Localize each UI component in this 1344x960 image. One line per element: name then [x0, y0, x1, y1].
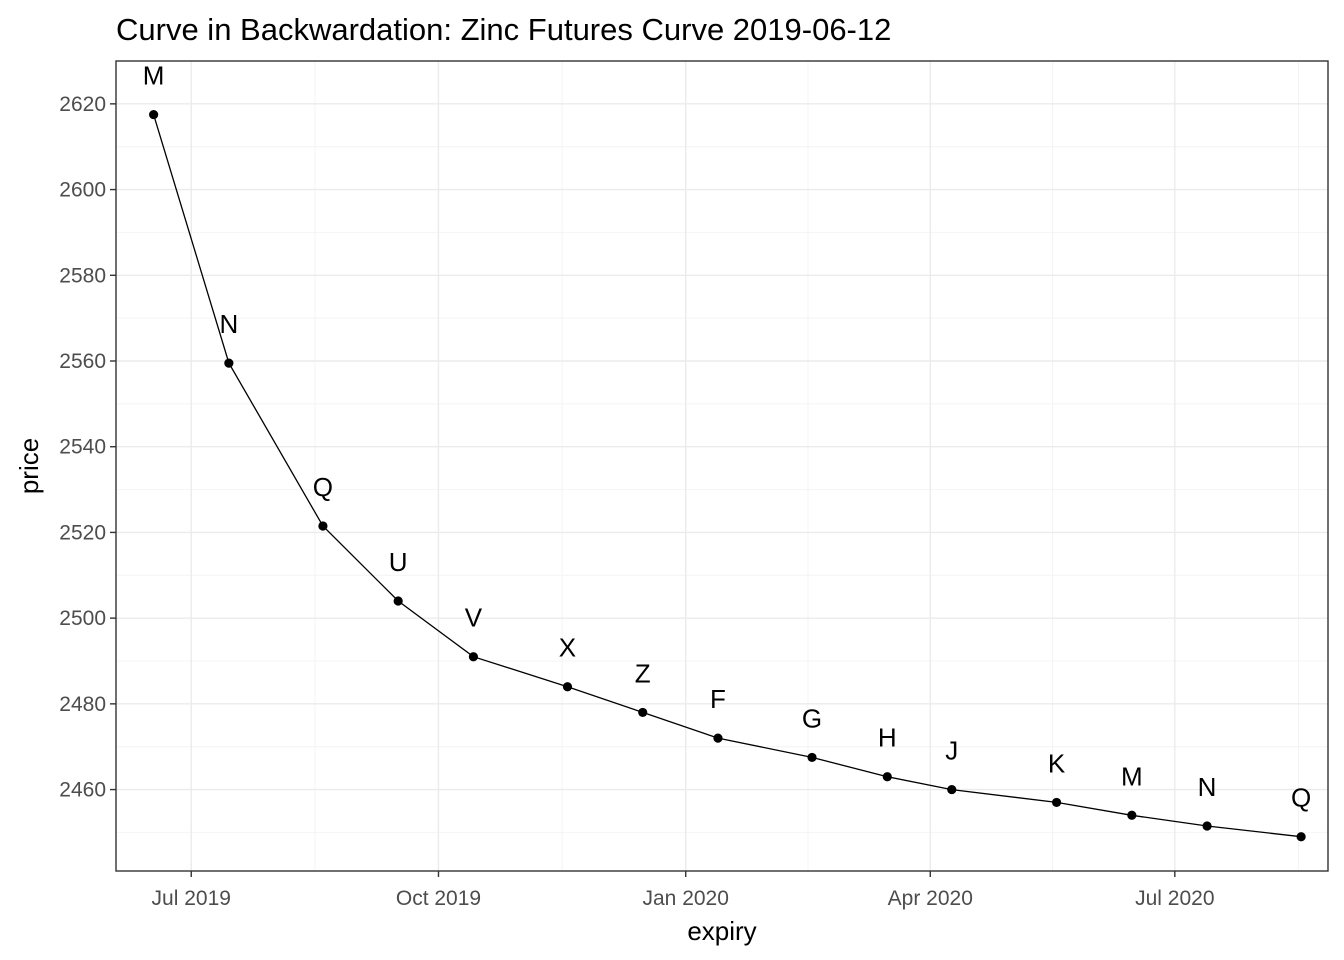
data-point	[1051, 797, 1062, 808]
y-axis-title: price	[14, 438, 44, 494]
data-point	[1202, 821, 1212, 831]
y-tick-label: 2500	[59, 607, 106, 630]
point-label: F	[710, 684, 726, 714]
data-point	[882, 772, 892, 782]
point-label: J	[945, 736, 958, 766]
axes: 2460 2480 2500 2520 2540 2560 2580 2600 2620 Jul …	[59, 93, 1214, 910]
y-tick-label: 2460	[59, 779, 106, 802]
x-tick-label: Jul 2020	[1135, 887, 1214, 910]
data-point	[318, 521, 328, 531]
y-tick-label: 2540	[59, 436, 106, 459]
point-label: Z	[635, 658, 651, 688]
data-point	[1127, 810, 1137, 820]
data-point	[807, 752, 817, 763]
point-label: U	[389, 547, 408, 577]
point-label: V	[465, 603, 483, 633]
point-label: X	[559, 633, 576, 663]
point-label: Q	[313, 472, 333, 502]
data-point	[638, 707, 648, 718]
data-point	[562, 682, 573, 692]
y-tick-label: 2580	[59, 264, 106, 287]
y-tick-label: 2520	[59, 521, 106, 544]
data-point	[224, 358, 234, 368]
y-tick-label: 2560	[59, 350, 106, 373]
x-axis-title: expiry	[687, 916, 756, 946]
y-tick-label: 2480	[59, 693, 106, 716]
point-label: N	[219, 309, 238, 339]
panel-border	[115, 60, 1329, 872]
data-point	[393, 596, 403, 606]
point-label: M	[1121, 761, 1143, 791]
x-tick-label: Jul 2019	[152, 887, 231, 910]
data-point	[713, 733, 723, 743]
series: M N Q U V X Z F G H J K M N Q	[143, 61, 1311, 842]
point-label: N	[1198, 772, 1217, 802]
data-point	[468, 652, 479, 662]
data-point	[149, 109, 159, 120]
data-point	[1296, 832, 1306, 842]
y-tick-label: 2620	[59, 93, 106, 116]
chart-title: Curve in Backwardation: Zinc Futures Cur…	[116, 12, 891, 47]
point-label: H	[878, 723, 897, 753]
x-tick-label: Jan 2020	[643, 887, 729, 910]
data-point	[947, 784, 957, 795]
x-tick-label: Apr 2020	[888, 887, 973, 910]
point-label: K	[1048, 748, 1066, 778]
point-label: M	[143, 61, 165, 91]
point-label: G	[802, 703, 822, 733]
point-label: Q	[1291, 783, 1311, 813]
x-tick-label: Oct 2019	[396, 887, 481, 910]
y-tick-label: 2600	[59, 179, 106, 202]
grid	[116, 60, 1328, 871]
